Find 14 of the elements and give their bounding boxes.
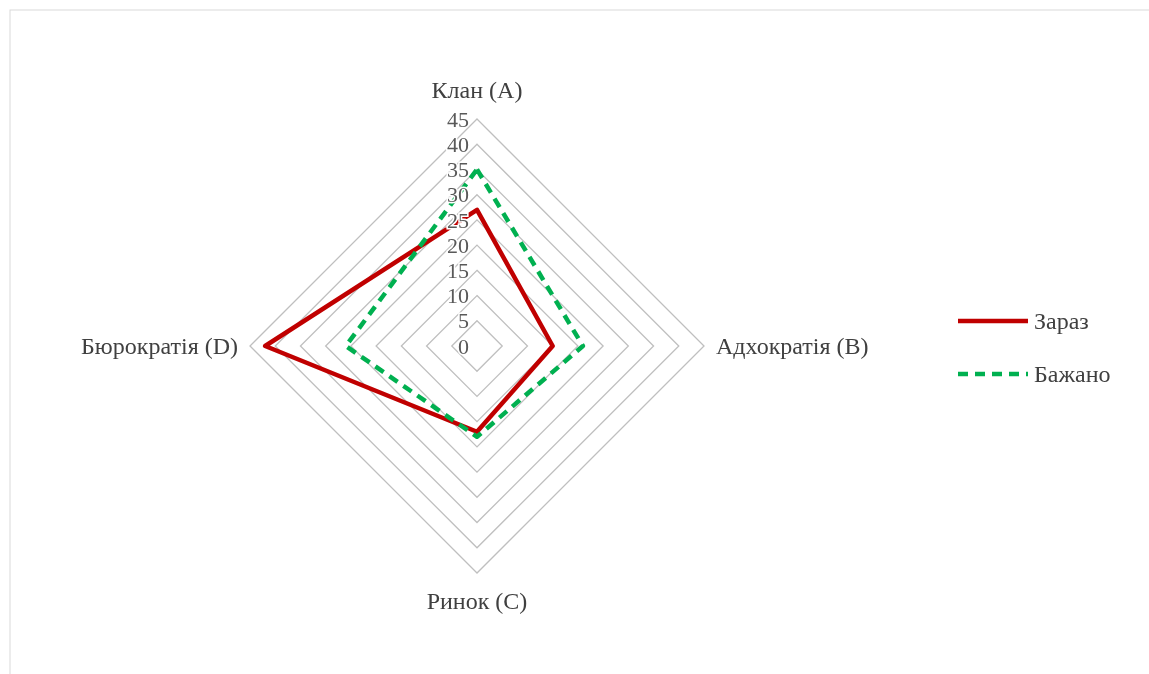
- legend-label: Зараз: [1034, 308, 1089, 335]
- y-tick-label: 5: [458, 308, 469, 334]
- y-tick-label: 45: [447, 106, 469, 132]
- legend-label: Бажано: [1034, 361, 1111, 388]
- y-tick-label: 15: [447, 258, 469, 284]
- spoke-label: Адхократія (B): [716, 333, 869, 360]
- spoke-label: Ринок (C): [426, 587, 528, 614]
- y-tick-label: 20: [447, 232, 469, 258]
- y-tick-label: 0: [458, 333, 469, 359]
- y-tick-label: 40: [447, 131, 469, 157]
- y-tick-label: 10: [447, 283, 469, 309]
- spoke-label: Клан (A): [431, 76, 523, 103]
- spoke-label: Бюрократія (D): [81, 333, 238, 360]
- y-tick-label: 35: [447, 157, 469, 183]
